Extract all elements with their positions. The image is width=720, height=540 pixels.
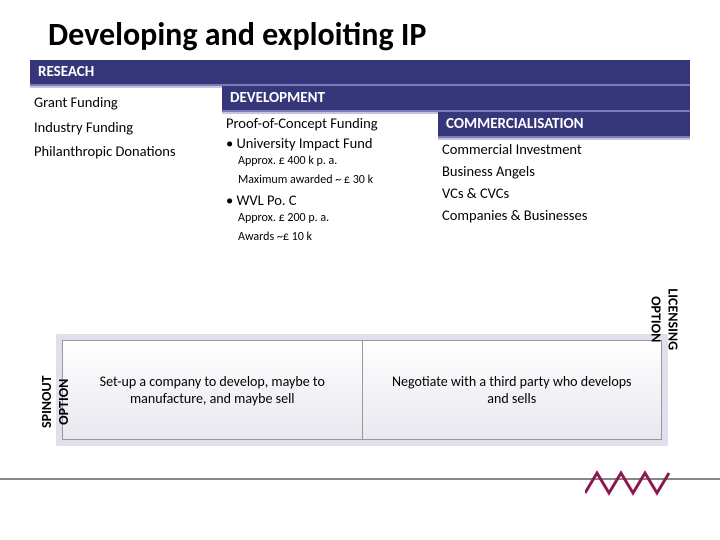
list-item: Proof-of-Concept Funding (226, 114, 436, 132)
commercialisation-column: Commercial Investment Business Angels VC… (442, 140, 687, 228)
licensing-label: LICENSING OPTION (648, 288, 682, 350)
zigzag-icon (585, 468, 675, 498)
spinout-label-line1: SPINOUT (38, 375, 55, 428)
research-bar-label: RESEACH (30, 63, 94, 81)
licensing-label-line1: LICENSING (665, 288, 682, 350)
list-item: WVL Po. C (226, 191, 436, 209)
spinout-option-box: Set-up a company to develop, maybe to ma… (62, 340, 362, 440)
list-item: Industry Funding (34, 115, 219, 140)
list-sub-item: Maximum awarded ~ £ 30 k (238, 173, 436, 189)
commercialisation-bar: COMMERCIALISATION (438, 112, 690, 136)
options-box: Set-up a company to develop, maybe to ma… (62, 340, 662, 440)
list-item: Business Angels (442, 162, 687, 180)
list-item: University Impact Fund (226, 134, 436, 152)
list-item: Grant Funding (34, 90, 219, 115)
page-title: Developing and exploiting IP (0, 0, 720, 64)
development-bar-label: DEVELOPMENT (222, 89, 325, 107)
list-item: VCs & CVCs (442, 184, 687, 202)
development-column: Proof-of-Concept Funding University Impa… (226, 114, 436, 248)
list-sub-item: Approx. £ 200 p. a. (238, 211, 436, 227)
list-sub-item: Approx. £ 400 k p. a. (238, 154, 436, 170)
list-item: Companies & Businesses (442, 206, 687, 224)
list-sub-item: Awards ~£ 10 k (238, 230, 436, 246)
commercialisation-bar-label: COMMERCIALISATION (438, 115, 584, 133)
spinout-label-line2: OPTION (55, 375, 72, 428)
research-column: Grant Funding Industry Funding Philanthr… (34, 90, 219, 164)
licensing-option-box: Negotiate with a third party who develop… (362, 340, 663, 440)
list-item: Philanthropic Donations (34, 139, 219, 164)
research-bar: RESEACH (30, 60, 690, 84)
development-bar: DEVELOPMENT (222, 86, 690, 110)
list-item: Commercial Investment (442, 140, 687, 158)
spinout-label: SPINOUT OPTION (38, 375, 72, 428)
licensing-label-line2: OPTION (648, 288, 665, 350)
